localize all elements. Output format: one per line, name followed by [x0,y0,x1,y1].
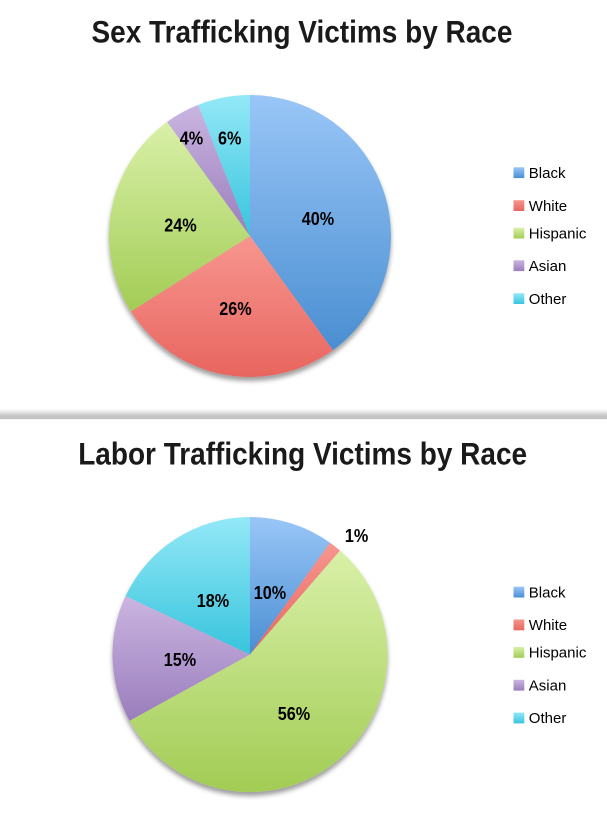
svg-text:Black: Black [529,584,566,601]
svg-text:6%: 6% [218,127,242,148]
svg-text:Hispanic: Hispanic [529,225,587,242]
svg-text:18%: 18% [197,590,230,611]
svg-text:26%: 26% [219,298,252,319]
svg-text:4%: 4% [180,127,204,148]
svg-text:Other: Other [529,291,567,308]
svg-text:40%: 40% [302,208,335,229]
svg-text:56%: 56% [278,703,311,724]
svg-text:Asian: Asian [529,258,567,275]
svg-text:15%: 15% [164,649,197,670]
svg-text:Black: Black [529,165,566,182]
svg-text:Hispanic: Hispanic [529,645,587,662]
svg-text:Asian: Asian [529,677,567,694]
svg-text:Other: Other [529,710,567,727]
svg-text:Sex Trafficking Victims by Rac: Sex Trafficking Victims by Race [92,15,513,50]
svg-text:1%: 1% [345,525,369,546]
svg-text:White: White [529,617,567,634]
svg-text:White: White [529,198,567,215]
svg-text:24%: 24% [164,214,197,235]
svg-text:Labor Trafficking Victims by R: Labor Trafficking Victims by Race [78,437,527,472]
svg-text:10%: 10% [254,582,287,603]
